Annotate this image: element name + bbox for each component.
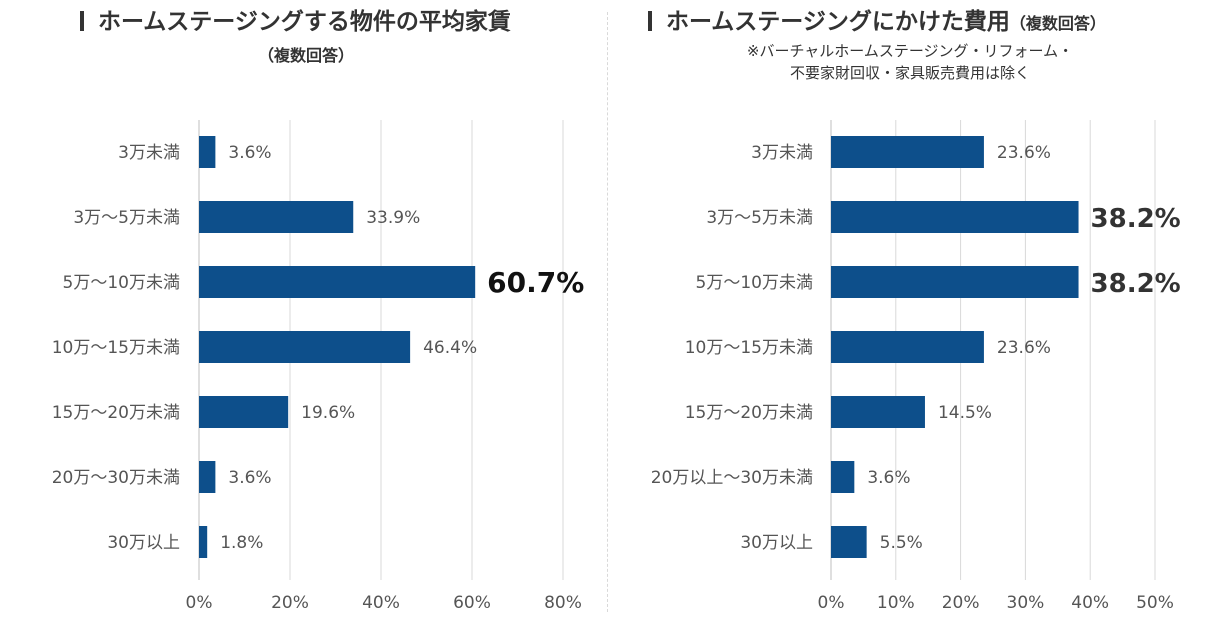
left-chart-subtitle: （複数回答） — [258, 46, 355, 65]
bar — [199, 331, 411, 363]
bar — [831, 526, 867, 558]
x-tick-label: 50% — [1136, 593, 1174, 613]
x-tick-label: 40% — [1071, 593, 1109, 613]
data-label: 46.4% — [423, 338, 477, 358]
x-tick-label: 20% — [271, 593, 309, 613]
category-label: 20万～30万未満 — [52, 468, 180, 488]
data-label: 5.5% — [880, 533, 923, 553]
category-label: 3万～5万未満 — [706, 208, 813, 228]
category-label: 10万～15万未満 — [52, 338, 180, 358]
x-tick-label: 0% — [818, 593, 845, 613]
data-label: 1.8% — [220, 533, 263, 553]
left-chart-title-text: ホームステージングする物件の平均家賃 — [98, 9, 511, 35]
title-bar-marker — [80, 11, 84, 31]
bar — [831, 201, 1079, 233]
panel-divider — [607, 12, 608, 612]
left-chart-title: ホームステージングする物件の平均家賃 — [80, 9, 511, 35]
bar — [831, 331, 984, 363]
data-label: 23.6% — [997, 338, 1051, 358]
right-chart-note-line1: ※バーチャルホームステージング・リフォーム・ — [746, 42, 1074, 60]
data-label: 23.6% — [997, 143, 1051, 163]
bar — [199, 136, 216, 168]
data-label: 3.6% — [228, 468, 271, 488]
bar — [831, 461, 855, 493]
category-label: 5万～10万未満 — [696, 273, 813, 293]
bar — [199, 396, 289, 428]
data-label: 14.5% — [938, 403, 992, 423]
bar — [199, 201, 354, 233]
x-tick-label: 10% — [877, 593, 915, 613]
x-tick-label: 30% — [1007, 593, 1045, 613]
x-tick-label: 20% — [942, 593, 980, 613]
x-tick-label: 60% — [453, 593, 491, 613]
right-chart-note: ※バーチャルホームステージング・リフォーム・ 不要家財回収・家具販売費用は除く — [700, 40, 1120, 84]
category-label: 30万以上 — [740, 533, 813, 553]
right-chart-note-line2: 不要家財回収・家具販売費用は除く — [789, 64, 1030, 82]
bar — [831, 136, 984, 168]
right-chart-title-text: ホームステージングにかけた費用 — [666, 9, 1010, 35]
x-tick-label: 80% — [544, 593, 582, 613]
bar — [199, 266, 476, 298]
data-label: 19.6% — [301, 403, 355, 423]
left-bar-chart: 0% 20% 40% 60% 80% 3万未満 3.6% 3万～5万未満 33.9% 5万～10万… — [52, 120, 584, 613]
right-chart-title: ホームステージングにかけた費用（複数回答） — [648, 9, 1106, 35]
category-label: 5万～10万未満 — [63, 273, 180, 293]
category-label: 30万以上 — [107, 533, 180, 553]
right-chart-title-suffix: （複数回答） — [1009, 14, 1106, 33]
category-label: 3万未満 — [751, 143, 813, 163]
data-label: 60.7% — [487, 266, 584, 299]
title-bar-marker — [648, 11, 652, 31]
data-label: 33.9% — [366, 208, 420, 228]
category-label: 3万～5万未満 — [73, 208, 180, 228]
data-label: 3.6% — [228, 143, 271, 163]
bar — [831, 396, 925, 428]
bar — [199, 526, 208, 558]
x-tick-label: 40% — [362, 593, 400, 613]
category-label: 3万未満 — [118, 143, 180, 163]
data-label: 3.6% — [867, 468, 910, 488]
category-label: 15万～20万未満 — [685, 403, 813, 423]
x-tick-label: 0% — [186, 593, 213, 613]
data-label: 38.2% — [1091, 269, 1181, 299]
category-label: 15万～20万未満 — [52, 403, 180, 423]
data-label: 38.2% — [1091, 204, 1181, 234]
bar — [831, 266, 1079, 298]
bar — [199, 461, 216, 493]
category-label: 10万～15万未満 — [685, 338, 813, 358]
category-label: 20万以上～30万未満 — [651, 468, 813, 488]
